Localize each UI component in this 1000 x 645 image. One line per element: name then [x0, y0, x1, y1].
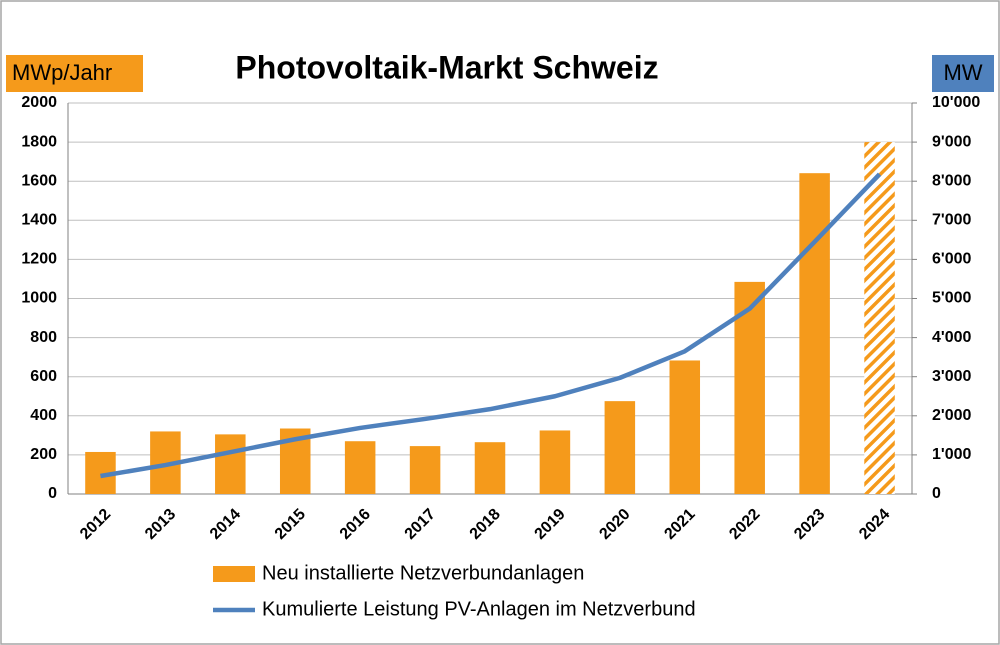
chart-title: Photovoltaik-Markt Schweiz	[235, 49, 658, 85]
bar	[604, 401, 636, 494]
bar	[409, 446, 441, 494]
y-tick-label: 400	[30, 407, 57, 424]
bar	[864, 142, 895, 494]
y2-label: MW	[943, 60, 982, 85]
y2-tick-label: 2'000	[932, 407, 972, 424]
bar	[474, 442, 506, 494]
y2-tick-label: 6'000	[932, 251, 972, 268]
y-label: MWp/Jahr	[12, 60, 112, 85]
legend-swatch	[213, 566, 255, 582]
y-tick-label: 800	[30, 329, 57, 346]
line	[100, 172, 882, 479]
y-tick-label: 1200	[21, 251, 57, 268]
y2-tick-label: 10'000	[932, 94, 980, 111]
y2-tick-label: 4'000	[932, 329, 972, 346]
bar	[669, 360, 701, 494]
y2-label-box	[932, 55, 994, 92]
y2-tick-label: 3'000	[932, 368, 972, 385]
y-tick-label: 1800	[21, 133, 57, 150]
y2-tick-label: 8'000	[932, 172, 972, 189]
y2-tick-label: 9'000	[932, 133, 972, 150]
bar	[215, 434, 246, 494]
y-tick-label: 1400	[21, 212, 57, 229]
bar	[344, 441, 376, 494]
y-tick-label: 2000	[21, 94, 57, 111]
legend-label: Kumulierte Leistung PV-Anlagen im Netzve…	[262, 598, 696, 620]
y2-tick-label: 5'000	[932, 290, 972, 307]
bar	[539, 430, 571, 494]
bar	[799, 173, 830, 494]
y-tick-label: 200	[30, 446, 57, 463]
y-tick-label: 1000	[21, 290, 57, 307]
legend-label: Neu installierte Netzverbundanlagen	[262, 562, 584, 584]
y-tick-label: 1600	[21, 172, 57, 189]
y2-tick-label: 0	[932, 485, 941, 502]
y-tick-label: 600	[30, 368, 57, 385]
y-tick-label: 0	[48, 485, 57, 502]
y2-tick-label: 1'000	[932, 446, 972, 463]
y2-tick-label: 7'000	[932, 212, 972, 229]
y-label-box	[6, 55, 143, 92]
